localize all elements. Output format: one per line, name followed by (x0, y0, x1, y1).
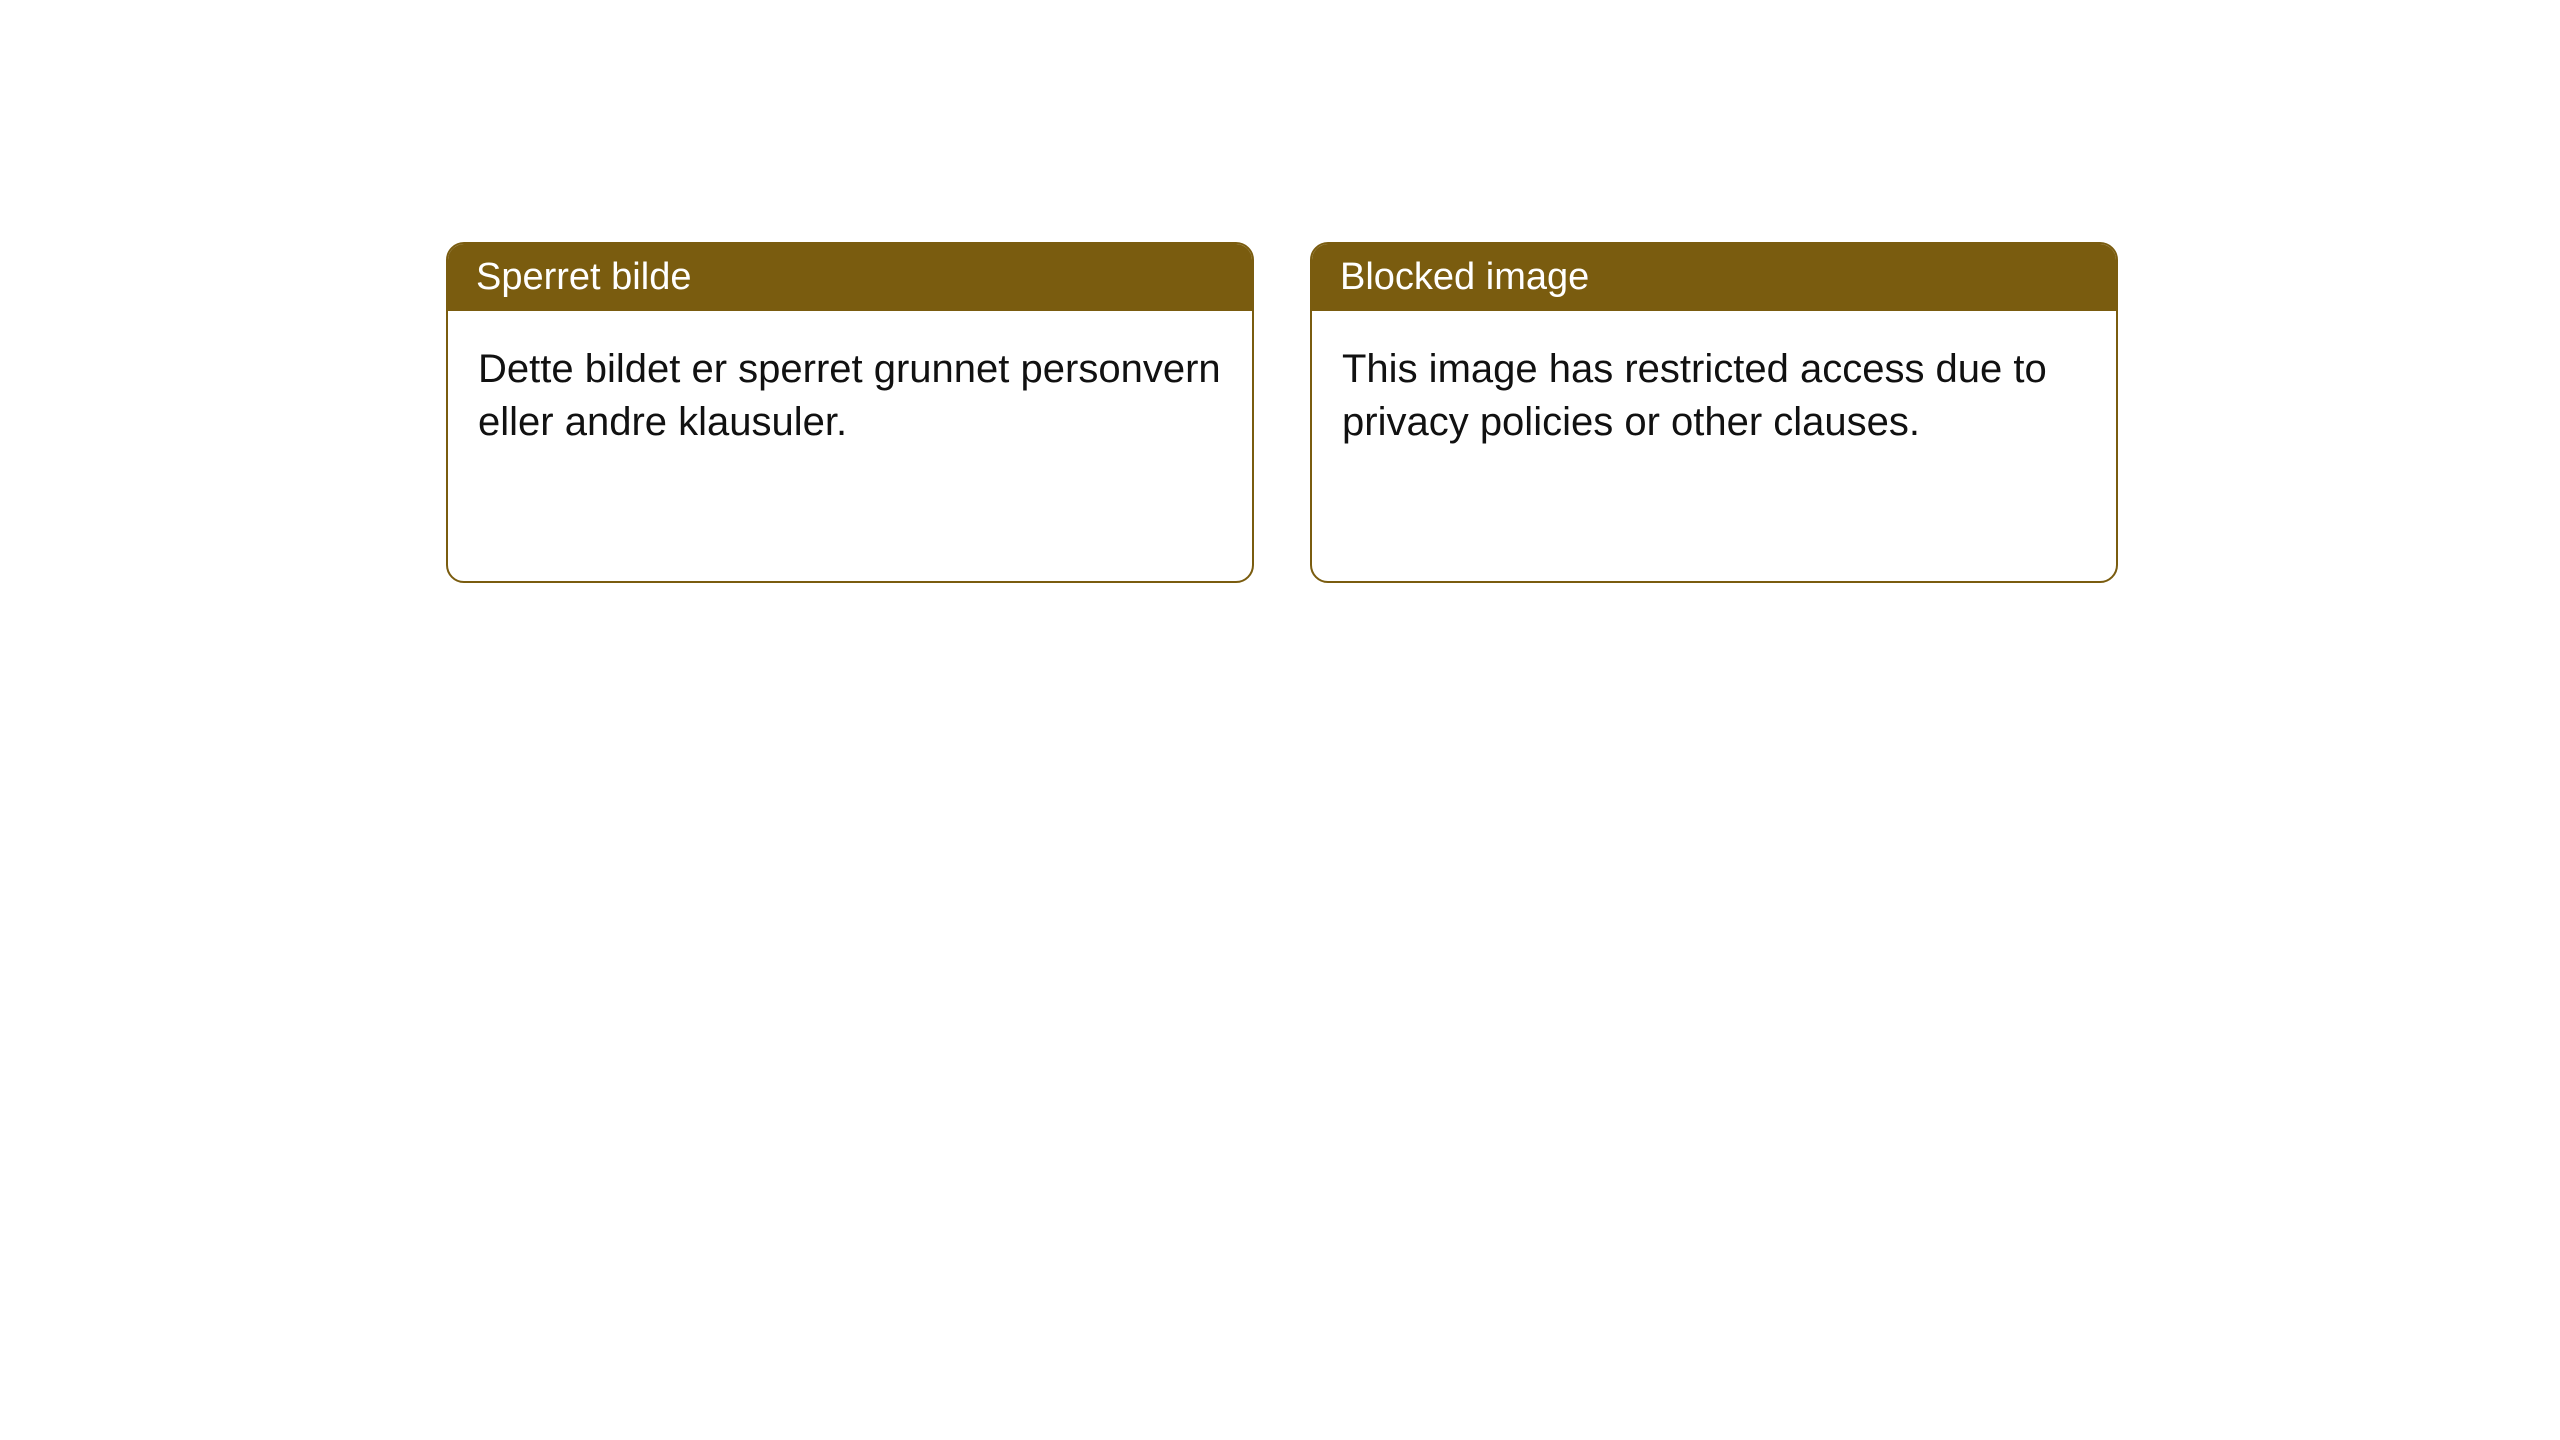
notice-header: Blocked image (1312, 244, 2116, 311)
notice-body: Dette bildet er sperret grunnet personve… (448, 311, 1252, 581)
notice-box-norwegian: Sperret bilde Dette bildet er sperret gr… (446, 242, 1254, 583)
notice-box-english: Blocked image This image has restricted … (1310, 242, 2118, 583)
notice-container: Sperret bilde Dette bildet er sperret gr… (0, 0, 2560, 583)
notice-header: Sperret bilde (448, 244, 1252, 311)
notice-body: This image has restricted access due to … (1312, 311, 2116, 581)
